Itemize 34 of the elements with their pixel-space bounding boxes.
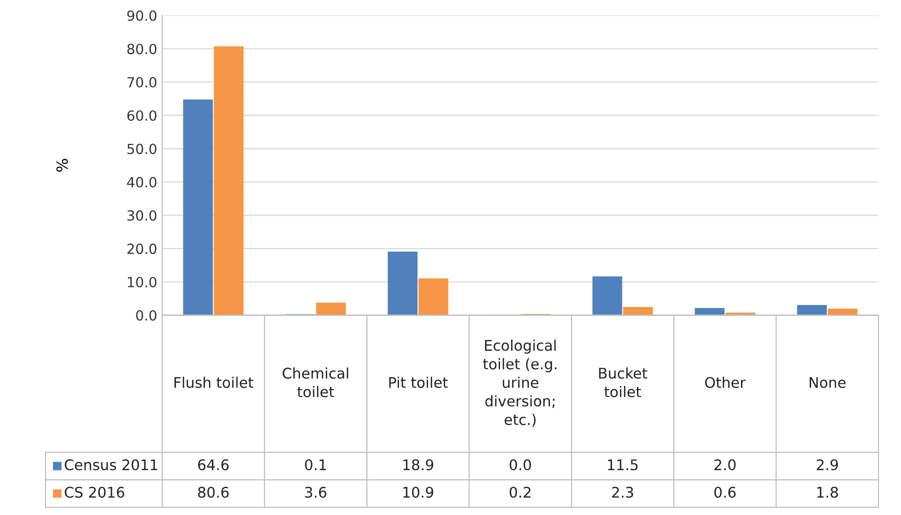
data-label: 0.6 <box>714 486 736 498</box>
data-label: 2.3 <box>612 486 634 498</box>
data-label: 3.6 <box>305 486 326 498</box>
legend-label: CS 2016 <box>64 486 124 498</box>
y-tick-label: 40.0 <box>127 176 156 188</box>
x-tick-label: Pit toilet <box>389 376 448 388</box>
x-tick-label: Ecological toilet (e.g. urine diversion; etc.) <box>483 340 556 427</box>
data-label: 0.1 <box>305 459 326 470</box>
y-tick-label: 50.0 <box>127 144 156 154</box>
data-label: 10.9 <box>403 486 434 498</box>
y-axis-title: % <box>56 158 68 172</box>
y-tick-label: 10.0 <box>128 276 156 288</box>
data-label: 2.9 <box>816 459 838 470</box>
y-tick-label: 90.0 <box>127 10 156 21</box>
data-label: 0.0 <box>510 459 531 470</box>
data-label: 80.6 <box>198 486 229 498</box>
y-tick-label: 60.0 <box>127 110 156 121</box>
legend-label: Census 2011 <box>64 459 158 470</box>
y-tick-label: 30.0 <box>127 210 156 221</box>
x-tick-label: Other <box>705 376 746 388</box>
y-tick-label: 20.0 <box>127 244 156 254</box>
data-label: 0.2 <box>510 486 530 498</box>
y-tick-label: 70.0 <box>128 77 156 88</box>
x-tick-label: Bucket toilet <box>599 367 648 398</box>
data-label: 11.5 <box>608 459 638 470</box>
y-tick-label: 80.0 <box>127 44 156 54</box>
x-tick-label: None <box>810 377 846 388</box>
y-tick-label: 0.0 <box>136 310 156 321</box>
data-label: 1.8 <box>817 486 838 498</box>
data-label: 2.0 <box>714 459 736 470</box>
x-tick-label: Chemical toilet <box>282 367 348 398</box>
data-label: 18.9 <box>403 459 434 470</box>
data-label: 64.6 <box>198 459 229 470</box>
x-tick-label: Flush toilet <box>174 376 254 388</box>
